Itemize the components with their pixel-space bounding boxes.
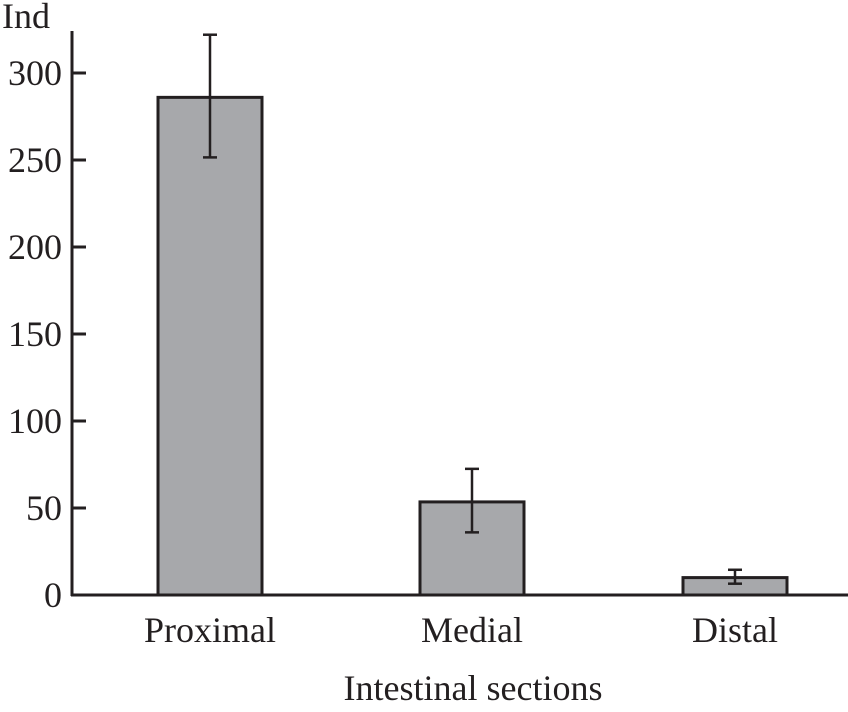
y-tick-label: 100	[8, 401, 62, 441]
x-axis-label: Intestinal sections	[344, 668, 603, 708]
y-tick-label: 50	[26, 488, 62, 528]
x-category-label: Proximal	[144, 610, 276, 650]
y-tick-label: 200	[8, 227, 62, 267]
y-tick-label: 300	[8, 53, 62, 93]
y-tick-label: 250	[8, 140, 62, 180]
y-tick-label: 150	[8, 314, 62, 354]
y-axis-label: Ind	[2, 0, 50, 36]
bar-proximal	[156, 95, 264, 597]
error-bar-proximal	[203, 33, 217, 159]
error-bar-medial	[465, 467, 479, 534]
x-category-label: Distal	[692, 610, 778, 650]
y-tick-label: 0	[44, 575, 62, 615]
error-bar-distal	[728, 568, 742, 585]
x-category-label: Medial	[421, 610, 523, 650]
